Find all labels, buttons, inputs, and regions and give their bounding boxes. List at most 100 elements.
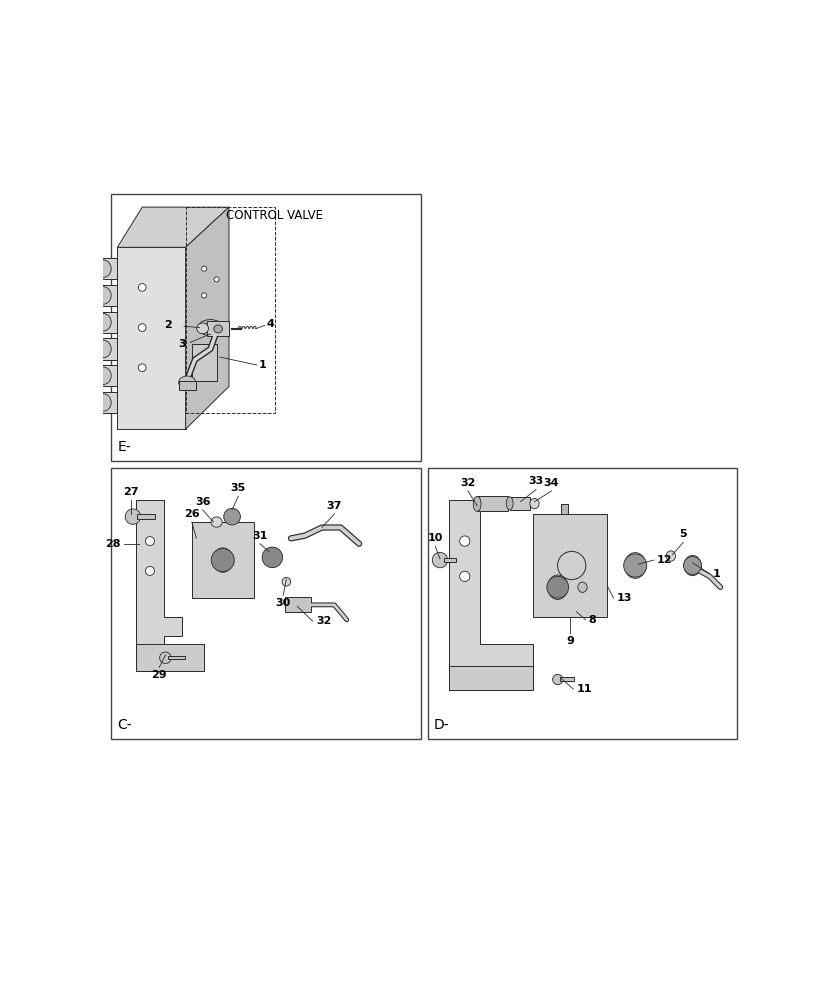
Ellipse shape xyxy=(263,548,281,567)
Ellipse shape xyxy=(211,517,222,527)
Ellipse shape xyxy=(282,577,290,586)
Circle shape xyxy=(146,537,155,546)
Text: E-: E- xyxy=(117,440,131,454)
Bar xyxy=(89,338,117,360)
Ellipse shape xyxy=(505,497,513,510)
Polygon shape xyxy=(185,207,229,429)
Text: 33: 33 xyxy=(528,476,543,486)
Ellipse shape xyxy=(213,548,232,572)
Circle shape xyxy=(211,549,234,572)
Bar xyxy=(89,285,117,306)
Text: 37: 37 xyxy=(327,501,342,511)
Bar xyxy=(179,381,195,390)
Ellipse shape xyxy=(96,394,111,411)
Ellipse shape xyxy=(197,323,208,334)
Text: 8: 8 xyxy=(588,615,596,625)
Text: 35: 35 xyxy=(231,483,246,493)
Bar xyxy=(192,522,253,598)
Ellipse shape xyxy=(96,287,111,304)
Bar xyxy=(111,194,421,461)
Ellipse shape xyxy=(473,496,480,511)
Bar xyxy=(560,677,573,681)
Polygon shape xyxy=(117,207,229,247)
Circle shape xyxy=(138,364,146,372)
Text: 31: 31 xyxy=(252,531,267,541)
Text: 29: 29 xyxy=(151,670,167,680)
Text: 34: 34 xyxy=(543,478,558,488)
Ellipse shape xyxy=(179,376,195,389)
Text: 2: 2 xyxy=(164,320,171,330)
Text: 3: 3 xyxy=(178,339,185,349)
Circle shape xyxy=(223,508,240,525)
Polygon shape xyxy=(449,500,533,690)
Bar xyxy=(427,468,737,739)
Text: 30: 30 xyxy=(275,598,290,608)
Circle shape xyxy=(201,293,207,298)
Text: 4: 4 xyxy=(265,319,274,329)
Text: 11: 11 xyxy=(576,684,591,694)
Bar xyxy=(168,656,185,659)
Text: CONTROL VALVE: CONTROL VALVE xyxy=(226,209,323,222)
Text: 1: 1 xyxy=(258,360,265,370)
Polygon shape xyxy=(136,500,182,671)
Circle shape xyxy=(683,557,700,574)
Ellipse shape xyxy=(96,367,111,384)
Ellipse shape xyxy=(96,314,111,331)
Bar xyxy=(89,258,117,279)
Circle shape xyxy=(213,277,219,282)
Ellipse shape xyxy=(213,325,222,333)
Circle shape xyxy=(546,576,568,598)
Bar xyxy=(476,496,508,511)
Bar xyxy=(89,392,117,413)
Text: 32: 32 xyxy=(460,478,475,488)
Bar xyxy=(89,312,117,333)
Bar xyxy=(89,365,117,386)
Circle shape xyxy=(459,536,469,546)
Bar xyxy=(207,321,229,336)
Text: 32: 32 xyxy=(315,616,331,626)
Ellipse shape xyxy=(529,498,538,509)
Text: 10: 10 xyxy=(427,533,442,543)
Bar xyxy=(136,514,155,519)
Circle shape xyxy=(125,509,141,524)
Circle shape xyxy=(160,652,171,664)
Polygon shape xyxy=(136,644,204,671)
Ellipse shape xyxy=(224,509,239,525)
Ellipse shape xyxy=(683,555,700,576)
Text: 5: 5 xyxy=(679,529,686,539)
Bar xyxy=(443,558,456,562)
Circle shape xyxy=(459,571,469,581)
Circle shape xyxy=(623,554,646,577)
Circle shape xyxy=(138,284,146,291)
Ellipse shape xyxy=(198,320,222,336)
Polygon shape xyxy=(449,666,533,690)
Text: 36: 36 xyxy=(194,497,210,507)
Text: 13: 13 xyxy=(616,593,631,603)
Bar xyxy=(509,497,529,510)
Bar xyxy=(533,514,606,617)
Circle shape xyxy=(552,674,562,685)
Ellipse shape xyxy=(96,340,111,358)
Circle shape xyxy=(201,266,207,271)
Text: 9: 9 xyxy=(566,636,573,646)
Text: C-: C- xyxy=(117,718,132,732)
Ellipse shape xyxy=(96,260,111,277)
Ellipse shape xyxy=(666,551,675,561)
Ellipse shape xyxy=(577,582,586,592)
Circle shape xyxy=(432,552,447,568)
Bar xyxy=(192,344,217,381)
Circle shape xyxy=(138,324,146,331)
Polygon shape xyxy=(117,247,185,429)
Text: D-: D- xyxy=(433,718,449,732)
Text: 28: 28 xyxy=(105,539,120,549)
Bar xyxy=(560,504,567,514)
Ellipse shape xyxy=(547,575,567,599)
Text: 12: 12 xyxy=(657,555,672,565)
Text: 26: 26 xyxy=(184,509,199,519)
Ellipse shape xyxy=(624,553,645,578)
Text: 27: 27 xyxy=(123,487,139,497)
Circle shape xyxy=(262,547,282,568)
Bar xyxy=(284,597,311,612)
Text: 1: 1 xyxy=(712,569,719,579)
Bar xyxy=(111,468,421,739)
